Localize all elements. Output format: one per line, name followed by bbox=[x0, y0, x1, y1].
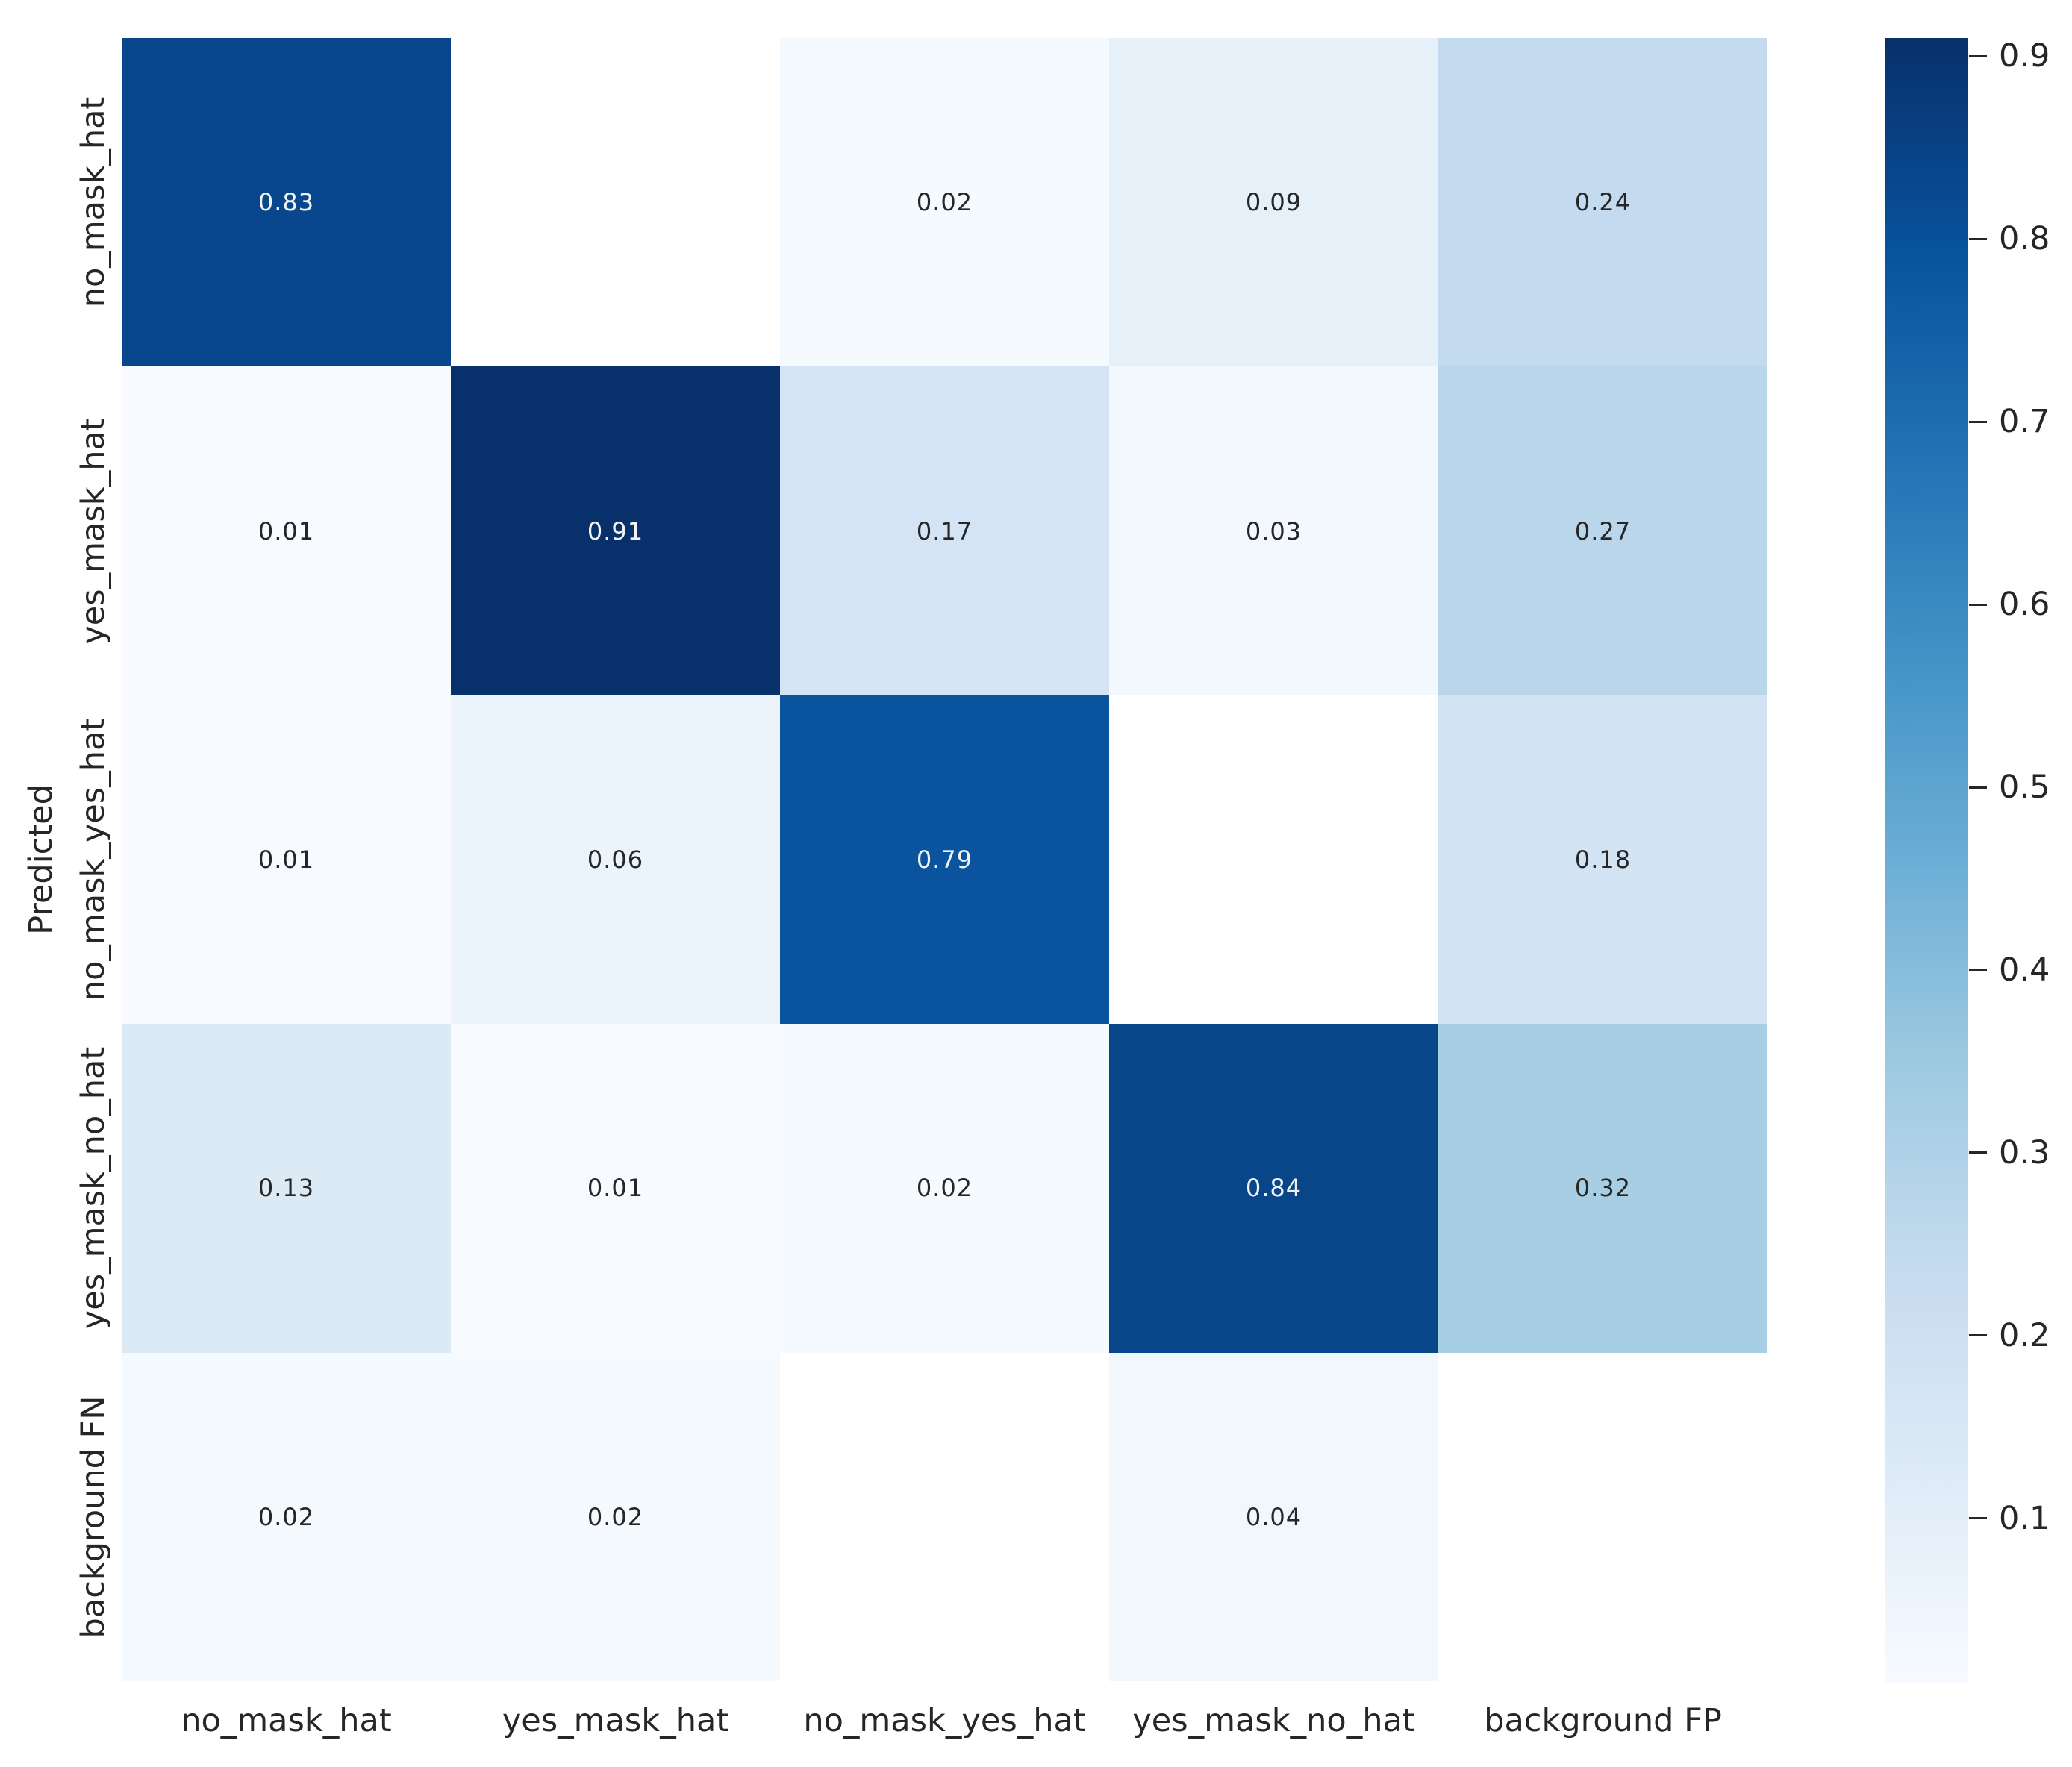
cell-value: 0.24 bbox=[1574, 188, 1632, 217]
cell-value: 0.01 bbox=[258, 516, 315, 545]
heatmap-cell: 0.01 bbox=[122, 366, 451, 695]
colorbar-tick-label: 0.5 bbox=[1999, 769, 2050, 807]
heatmap-cell: 0.06 bbox=[451, 695, 780, 1025]
colorbar-tick bbox=[1969, 1151, 1987, 1154]
colorbar-tick bbox=[1969, 237, 1987, 240]
y-tick-label: background FN bbox=[75, 1395, 112, 1639]
colorbar-tick-label: 0.8 bbox=[1999, 220, 2050, 258]
colorbar-tick-label: 0.7 bbox=[1999, 403, 2050, 441]
cell-value: 0.18 bbox=[1574, 845, 1632, 874]
cell-value: 0.32 bbox=[1574, 1174, 1632, 1203]
heatmap-cell: 0.09 bbox=[1109, 38, 1438, 367]
colorbar-tick bbox=[1969, 786, 1987, 789]
colorbar-tick-label: 0.3 bbox=[1999, 1133, 2050, 1172]
colorbar-tick-label: 0.2 bbox=[1999, 1316, 2050, 1354]
heatmap-cell: 0.02 bbox=[451, 1352, 780, 1681]
heatmap-cell: 0.27 bbox=[1438, 366, 1767, 695]
cell-value: 0.91 bbox=[587, 516, 644, 545]
x-tick-label: background FP bbox=[1484, 1702, 1722, 1739]
cell-value: 0.01 bbox=[258, 845, 315, 874]
heatmap-cell bbox=[1109, 695, 1438, 1025]
heatmap-cell: 0.79 bbox=[780, 695, 1109, 1025]
heatmap-cell: 0.91 bbox=[451, 366, 780, 695]
y-tick-label: no_mask_hat bbox=[75, 96, 112, 308]
heatmap-grid: 0.83 0.02 0.09 0.24 0.01 0.91 0.17 0.03 0.27 0.01… bbox=[122, 38, 1767, 1681]
colorbar-tick-label: 0.6 bbox=[1999, 586, 2050, 624]
cell-value: 0.02 bbox=[258, 1502, 315, 1531]
cell-value: 0.13 bbox=[258, 1174, 315, 1203]
colorbar-gradient bbox=[1885, 38, 1968, 1683]
colorbar-tick bbox=[1969, 969, 1987, 972]
heatmap-cell: 0.03 bbox=[1109, 366, 1438, 695]
heatmap-cell: 0.13 bbox=[122, 1024, 451, 1353]
heatmap-cell: 0.18 bbox=[1438, 695, 1767, 1025]
heatmap-cell: 0.02 bbox=[780, 1024, 1109, 1353]
colorbar-tick bbox=[1969, 1334, 1987, 1337]
colorbar-tick bbox=[1969, 54, 1987, 57]
x-tick-label: yes_mask_no_hat bbox=[1132, 1702, 1415, 1739]
colorbar-tick bbox=[1969, 1517, 1987, 1520]
y-tick-label: yes_mask_no_hat bbox=[75, 1047, 112, 1330]
heatmap-cell bbox=[451, 38, 780, 367]
heatmap-cell: 0.17 bbox=[780, 366, 1109, 695]
cell-value: 0.02 bbox=[916, 188, 973, 217]
colorbar-tick-label: 0.1 bbox=[1999, 1499, 2050, 1537]
cell-value: 0.04 bbox=[1245, 1502, 1302, 1531]
x-tick-label: yes_mask_hat bbox=[502, 1702, 729, 1739]
heatmap-cell bbox=[1438, 1352, 1767, 1681]
cell-value: 0.09 bbox=[1245, 188, 1302, 217]
cell-value: 0.06 bbox=[587, 845, 644, 874]
heatmap-cell: 0.01 bbox=[122, 695, 451, 1025]
cell-value: 0.84 bbox=[1245, 1174, 1302, 1203]
heatmap-cell: 0.01 bbox=[451, 1024, 780, 1353]
colorbar-tick bbox=[1969, 603, 1987, 606]
cell-value: 0.02 bbox=[587, 1502, 644, 1531]
heatmap-cell: 0.32 bbox=[1438, 1024, 1767, 1353]
heatmap-cell: 0.84 bbox=[1109, 1024, 1438, 1353]
cell-value: 0.03 bbox=[1245, 516, 1302, 545]
y-axis-title: Predicted bbox=[22, 784, 60, 935]
colorbar-tick bbox=[1969, 420, 1987, 423]
cell-value: 0.27 bbox=[1574, 516, 1632, 545]
y-tick-label: yes_mask_hat bbox=[75, 417, 112, 645]
heatmap-cell: 0.02 bbox=[780, 38, 1109, 367]
cell-value: 0.79 bbox=[916, 845, 973, 874]
cell-value: 0.02 bbox=[916, 1174, 973, 1203]
cell-value: 0.17 bbox=[916, 516, 973, 545]
cell-value: 0.01 bbox=[587, 1174, 644, 1203]
heatmap-cell bbox=[780, 1352, 1109, 1681]
heatmap-cell: 0.24 bbox=[1438, 38, 1767, 367]
cell-value: 0.83 bbox=[258, 188, 315, 217]
heatmap-cell: 0.02 bbox=[122, 1352, 451, 1681]
x-tick-label: no_mask_yes_hat bbox=[803, 1702, 1086, 1739]
colorbar-tick-label: 0.4 bbox=[1999, 951, 2050, 989]
heatmap-cell: 0.83 bbox=[122, 38, 451, 367]
heatmap-cell: 0.04 bbox=[1109, 1352, 1438, 1681]
colorbar-tick-label: 0.9 bbox=[1999, 37, 2050, 75]
x-tick-label: no_mask_hat bbox=[181, 1702, 392, 1739]
y-tick-label: no_mask_yes_hat bbox=[75, 718, 112, 1001]
